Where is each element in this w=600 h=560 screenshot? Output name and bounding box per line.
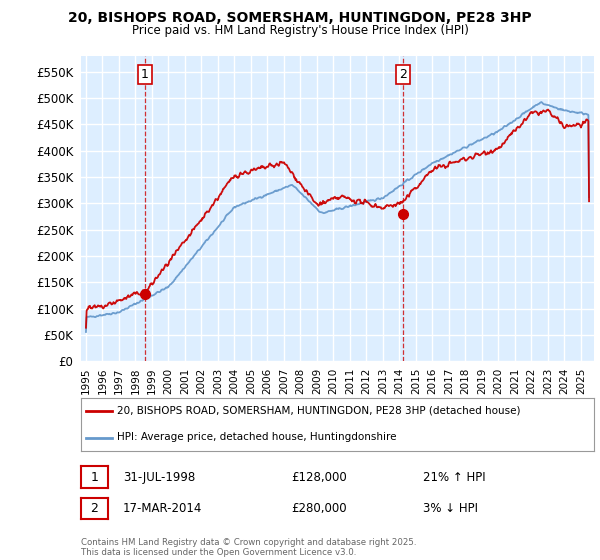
- Text: 2: 2: [91, 502, 98, 515]
- Text: 1: 1: [91, 470, 98, 484]
- Text: 1: 1: [141, 68, 149, 81]
- Text: 31-JUL-1998: 31-JUL-1998: [123, 470, 195, 484]
- Text: HPI: Average price, detached house, Huntingdonshire: HPI: Average price, detached house, Hunt…: [117, 432, 397, 442]
- Text: 21% ↑ HPI: 21% ↑ HPI: [423, 470, 485, 484]
- Text: Price paid vs. HM Land Registry's House Price Index (HPI): Price paid vs. HM Land Registry's House …: [131, 24, 469, 36]
- Text: 17-MAR-2014: 17-MAR-2014: [123, 502, 202, 515]
- Text: 3% ↓ HPI: 3% ↓ HPI: [423, 502, 478, 515]
- Text: 2: 2: [399, 68, 407, 81]
- Text: £128,000: £128,000: [291, 470, 347, 484]
- Text: 20, BISHOPS ROAD, SOMERSHAM, HUNTINGDON, PE28 3HP: 20, BISHOPS ROAD, SOMERSHAM, HUNTINGDON,…: [68, 11, 532, 25]
- Text: 20, BISHOPS ROAD, SOMERSHAM, HUNTINGDON, PE28 3HP (detached house): 20, BISHOPS ROAD, SOMERSHAM, HUNTINGDON,…: [117, 406, 520, 416]
- Text: £280,000: £280,000: [291, 502, 347, 515]
- Text: Contains HM Land Registry data © Crown copyright and database right 2025.
This d: Contains HM Land Registry data © Crown c…: [81, 538, 416, 557]
